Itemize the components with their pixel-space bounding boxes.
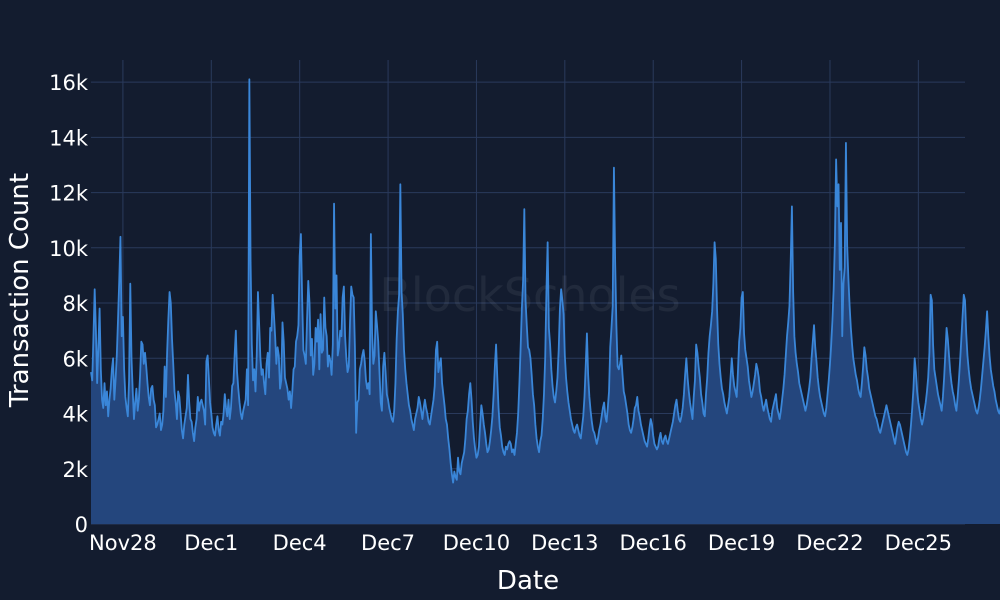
y-tick-label: 0 [75, 513, 88, 537]
x-axis-ticks: Nov28 Dec1 Dec4 Dec7 Dec10 Dec13 Dec16 Dec19 Dec… [89, 531, 952, 555]
y-tick-label: 8k [62, 292, 88, 316]
y-tick-label: 2k [62, 458, 88, 482]
x-tick-label: Dec13 [531, 531, 598, 555]
y-tick-label: 10k [49, 237, 89, 261]
watermark-text: BlockScholes [379, 268, 680, 322]
y-tick-label: 12k [49, 182, 89, 206]
x-tick-label: Dec19 [708, 531, 775, 555]
x-tick-label: Dec1 [184, 531, 238, 555]
x-tick-label: Dec10 [443, 531, 510, 555]
y-axis-ticks: 0 2k 4k 6k 8k 10k 12k 14k 16k [49, 71, 89, 537]
y-axis-title: Transaction Count [5, 173, 35, 408]
y-tick-label: 14k [49, 126, 89, 150]
y-tick-label: 4k [62, 403, 88, 427]
x-axis-title: Date [497, 566, 559, 596]
x-tick-label: Dec22 [796, 531, 863, 555]
y-tick-label: 6k [62, 347, 88, 371]
y-tick-label: 16k [49, 71, 89, 95]
x-tick-label: Dec7 [361, 531, 415, 555]
series-layer [90, 78, 1000, 524]
x-tick-label: Nov28 [89, 531, 157, 555]
x-tick-label: Dec16 [620, 531, 687, 555]
x-tick-label: Dec4 [273, 531, 327, 555]
x-tick-label: Dec25 [885, 531, 952, 555]
series-line [90, 78, 1000, 484]
